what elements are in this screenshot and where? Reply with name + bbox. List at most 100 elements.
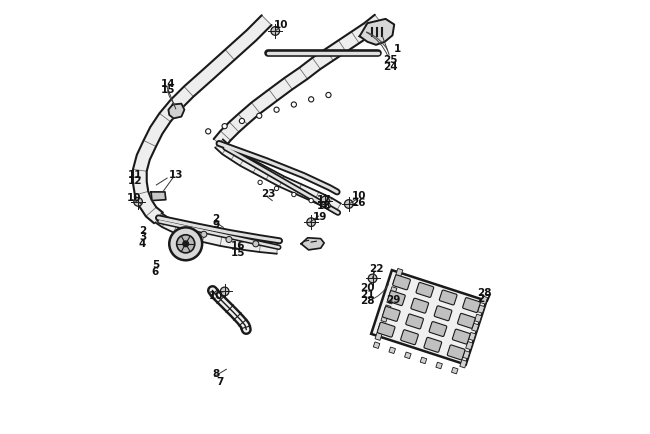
FancyBboxPatch shape [378,322,395,337]
Bar [474,314,482,322]
Bar [393,277,400,286]
Text: 29: 29 [386,295,400,305]
Circle shape [291,102,296,107]
Text: 10: 10 [127,193,141,203]
Bar [373,342,380,349]
FancyBboxPatch shape [429,322,447,336]
Text: 13: 13 [168,171,183,181]
Circle shape [274,186,279,191]
Polygon shape [359,19,394,45]
FancyBboxPatch shape [439,290,457,305]
Circle shape [220,287,229,296]
Circle shape [320,196,330,205]
Polygon shape [168,104,185,118]
Text: 23: 23 [261,189,275,199]
Circle shape [134,197,142,206]
Text: 7: 7 [216,377,224,387]
Polygon shape [151,192,166,201]
Bar [478,305,485,313]
Circle shape [239,118,244,124]
Circle shape [257,113,262,118]
Text: 25: 25 [384,56,398,66]
FancyBboxPatch shape [371,270,486,365]
Bar [375,332,382,340]
Circle shape [369,274,377,283]
Text: 5: 5 [152,260,159,270]
Circle shape [183,241,188,247]
Polygon shape [155,213,278,254]
Circle shape [274,107,279,112]
Text: 28: 28 [360,296,374,306]
Text: 16: 16 [230,241,245,251]
Bar [390,286,397,295]
Bar [404,352,411,358]
Text: 19: 19 [313,212,327,222]
Polygon shape [215,139,341,213]
Bar [420,357,427,364]
Bar [463,351,470,359]
Text: 4: 4 [138,239,146,249]
Bar [387,296,394,304]
FancyBboxPatch shape [424,337,441,352]
Text: 18: 18 [317,201,332,211]
FancyBboxPatch shape [447,345,465,360]
Circle shape [226,237,232,243]
Polygon shape [301,238,324,250]
Text: 22: 22 [369,264,383,274]
Circle shape [271,26,280,35]
Text: 2: 2 [213,214,220,224]
Text: 11: 11 [128,170,143,180]
Text: 10: 10 [352,191,366,201]
Polygon shape [133,15,272,223]
Circle shape [309,97,314,102]
FancyBboxPatch shape [406,314,423,329]
Text: 8: 8 [213,368,220,378]
Circle shape [169,227,202,260]
Bar [472,323,478,332]
Circle shape [344,200,353,208]
Bar [436,362,443,369]
Circle shape [177,235,195,253]
Bar [469,332,476,341]
Bar [452,367,458,374]
Text: 6: 6 [152,267,159,277]
Circle shape [307,218,315,227]
Text: 1: 1 [394,44,401,54]
FancyBboxPatch shape [382,306,400,321]
Text: 2: 2 [139,226,146,236]
Bar [480,296,488,304]
Bar [381,314,388,322]
Polygon shape [214,15,384,148]
Text: 20: 20 [360,283,374,293]
Circle shape [258,180,262,184]
Bar [460,360,467,368]
Text: 27: 27 [477,294,491,304]
FancyBboxPatch shape [416,283,434,297]
Text: 3: 3 [139,232,146,242]
Circle shape [309,198,313,203]
Circle shape [326,92,331,98]
Bar [384,305,391,313]
FancyBboxPatch shape [458,313,475,328]
Bar [389,347,395,354]
Text: 10: 10 [274,20,288,30]
Text: 10: 10 [209,291,223,301]
Bar [378,323,385,331]
FancyBboxPatch shape [411,298,428,313]
Bar [396,268,403,276]
Circle shape [253,241,259,247]
Circle shape [222,124,227,129]
Text: 12: 12 [128,176,143,186]
Text: 26: 26 [352,198,366,208]
FancyBboxPatch shape [387,291,405,306]
Text: 15: 15 [161,85,176,95]
FancyBboxPatch shape [452,329,470,344]
FancyBboxPatch shape [463,298,480,312]
Text: 24: 24 [384,62,398,72]
Text: 9: 9 [213,220,220,230]
Circle shape [292,192,296,197]
FancyBboxPatch shape [434,306,452,321]
Text: 17: 17 [317,195,332,205]
Text: 28: 28 [477,288,491,298]
Text: 14: 14 [161,79,176,89]
